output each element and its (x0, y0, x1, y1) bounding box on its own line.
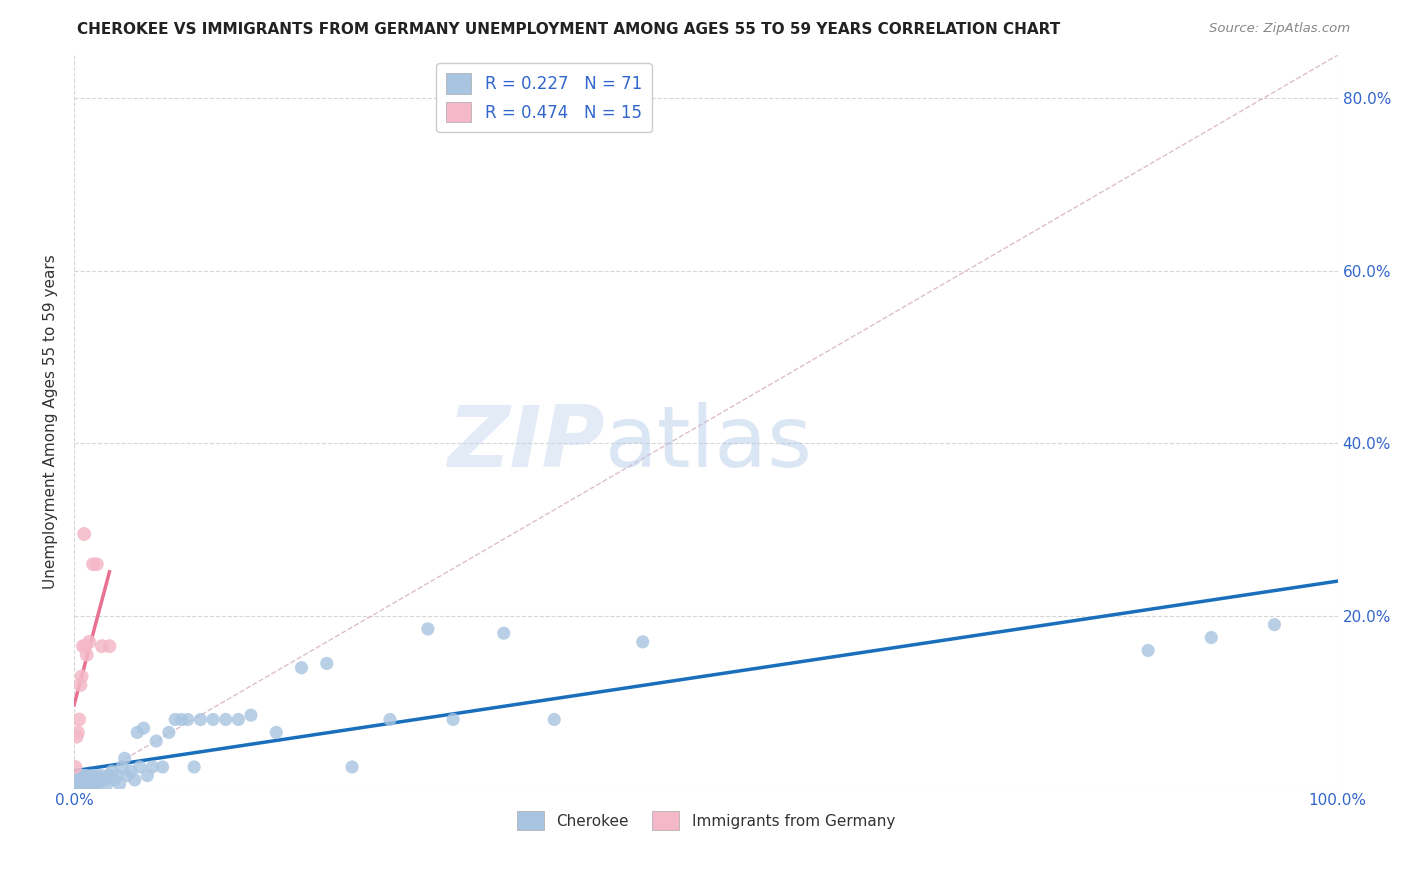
Point (190, 713, 212, 727)
Point (177, 713, 200, 727)
Point (66, 725, 89, 739)
Point (152, 760, 174, 774)
Point (202, 713, 225, 727)
Point (67, 768, 90, 782)
Point (441, 713, 464, 727)
Point (543, 713, 565, 727)
Point (83, 772, 105, 787)
Point (96, 777, 118, 791)
Point (165, 713, 187, 727)
Point (183, 760, 205, 774)
Point (145, 734, 167, 748)
Point (76, 777, 98, 791)
Point (86, 768, 108, 782)
Point (1263, 617, 1285, 632)
Point (82, 777, 104, 791)
Point (77, 635, 100, 649)
Point (228, 713, 250, 727)
Text: ZIP: ZIP (447, 402, 605, 485)
Point (115, 768, 138, 782)
Point (128, 760, 150, 774)
Point (315, 657, 337, 671)
Point (264, 725, 287, 739)
Point (101, 764, 124, 779)
Point (416, 622, 439, 636)
Point (120, 764, 142, 779)
Point (93, 772, 115, 787)
Point (70, 777, 93, 791)
Point (76, 648, 98, 662)
Point (79, 777, 101, 791)
Point (69, 678, 91, 692)
Point (111, 760, 134, 774)
Point (87, 777, 110, 791)
Point (124, 772, 146, 787)
Point (157, 725, 180, 739)
Point (67, 713, 90, 727)
Point (69, 772, 91, 787)
Point (215, 713, 238, 727)
Point (114, 751, 136, 765)
Point (66, 777, 89, 791)
Text: Source: ZipAtlas.com: Source: ZipAtlas.com (1209, 22, 1350, 36)
Point (1137, 643, 1160, 657)
Point (72, 639, 94, 653)
Point (66, 772, 89, 787)
Point (77, 772, 100, 787)
Point (70, 768, 93, 782)
Point (77, 777, 100, 791)
Point (340, 760, 363, 774)
Point (105, 768, 128, 782)
Point (70, 669, 93, 683)
Point (103, 772, 125, 787)
Point (73, 768, 96, 782)
Point (69, 777, 91, 791)
Point (84, 777, 107, 791)
Point (290, 661, 312, 675)
Text: CHEROKEE VS IMMIGRANTS FROM GERMANY UNEMPLOYMENT AMONG AGES 55 TO 59 YEARS CORRE: CHEROKEE VS IMMIGRANTS FROM GERMANY UNEM… (77, 22, 1060, 37)
Point (90, 639, 112, 653)
Text: atlas: atlas (605, 402, 813, 485)
Point (1201, 631, 1223, 645)
Point (73, 777, 96, 791)
Point (75, 772, 97, 787)
Point (132, 721, 155, 735)
Point (72, 777, 94, 791)
Point (170, 713, 193, 727)
Point (73, 527, 96, 541)
Point (98, 768, 121, 782)
Point (127, 725, 149, 739)
Point (86, 558, 108, 572)
Point (65, 730, 87, 744)
Point (631, 635, 654, 649)
Point (378, 713, 401, 727)
Point (98, 639, 121, 653)
Point (65, 777, 87, 791)
Point (136, 768, 159, 782)
Point (141, 760, 163, 774)
Legend: Cherokee, Immigrants from Germany: Cherokee, Immigrants from Germany (510, 805, 901, 836)
Point (76, 768, 98, 782)
Point (75, 639, 97, 653)
Point (65, 760, 87, 774)
Point (75, 777, 97, 791)
Y-axis label: Unemployment Among Ages 55 to 59 years: Unemployment Among Ages 55 to 59 years (44, 254, 58, 590)
Point (89, 772, 111, 787)
Point (65, 772, 87, 787)
Point (492, 626, 515, 640)
Point (72, 772, 94, 787)
Point (90, 768, 112, 782)
Point (80, 768, 103, 782)
Point (240, 708, 263, 723)
Point (82, 558, 104, 572)
Point (108, 777, 131, 791)
Point (67, 777, 90, 791)
